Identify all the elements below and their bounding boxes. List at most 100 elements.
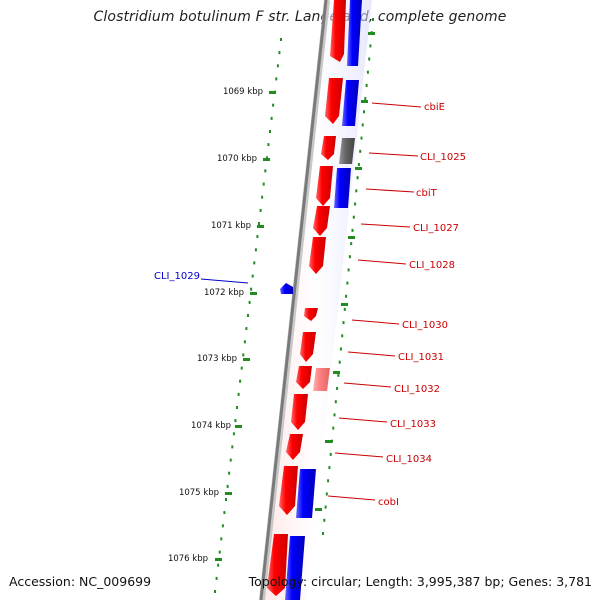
- gc-dot: [346, 281, 349, 285]
- gc-dot: [351, 228, 354, 232]
- gc-dot: [333, 413, 336, 417]
- gc-dot: [242, 353, 245, 357]
- gc-dot: [359, 149, 362, 153]
- tick-label-1076: 1076 kbp: [168, 554, 208, 564]
- gc-dot: [254, 248, 257, 252]
- gc-dot: [276, 64, 279, 68]
- gc-dot: [334, 400, 337, 404]
- gene-cli1031: [300, 332, 316, 362]
- right-ruler-ticks: [315, 32, 375, 511]
- label-cli1031: CLI_1031: [398, 352, 444, 363]
- gc-dot: [357, 163, 360, 166]
- gc-dot: [322, 532, 324, 535]
- gene-cli1027: [313, 206, 330, 236]
- gc-dot: [270, 116, 273, 120]
- gc-dot: [325, 492, 328, 496]
- gc-dot: [368, 57, 371, 61]
- ruler-ticks: 1069 kbp 1070 kbp 1071 kbp 1072 kbp 1073…: [168, 87, 276, 564]
- gc-dot: [327, 479, 330, 483]
- gc-dot: [365, 83, 368, 87]
- gc-dot: [217, 563, 220, 567]
- gc-dot: [229, 458, 232, 462]
- label-cobI: cobI: [378, 497, 399, 508]
- gc-dot: [328, 466, 331, 470]
- tick-1074: 1074 kbp: [191, 421, 242, 431]
- label-cli1029: CLI_1029: [154, 271, 200, 282]
- label-cli1034: CLI_1034: [386, 454, 432, 465]
- gc-dot: [253, 261, 256, 265]
- topology-summary: Topology: circular; Length: 3,995,387 bp…: [248, 574, 592, 589]
- gc-dot: [258, 222, 260, 225]
- gc-dot: [250, 287, 253, 291]
- tick-label-1074: 1074 kbp: [191, 421, 231, 431]
- tick-label-1072: 1072 kbp: [204, 288, 244, 298]
- gc-dot: [345, 294, 348, 298]
- gc-dot: [350, 242, 353, 246]
- gene-cli1034: [286, 434, 303, 460]
- gc-dot: [348, 255, 351, 259]
- map-title: Clostridium botulinum F str. Langeland, …: [93, 9, 507, 25]
- gc-dot: [251, 274, 254, 278]
- tick-label-1070: 1070 kbp: [217, 154, 257, 164]
- tick-1070: 1070 kbp: [217, 154, 270, 164]
- gene-cli1025: [321, 136, 355, 164]
- gc-dot: [265, 156, 268, 160]
- gene-cbiT: [316, 166, 351, 208]
- gene-top-1: [330, 0, 362, 66]
- accession-label: Accession: NC_009699: [9, 574, 152, 589]
- gc-dot: [343, 307, 346, 311]
- gc-dot: [226, 484, 229, 488]
- gc-skew-dots: [214, 18, 374, 593]
- gc-dot: [338, 360, 341, 364]
- gc-dot: [278, 51, 281, 55]
- gc-dot: [231, 445, 234, 449]
- gc-dot: [364, 97, 367, 101]
- gene-cobI: [279, 466, 316, 518]
- gene-cli1033: [291, 394, 308, 430]
- gc-dot: [240, 366, 243, 370]
- gc-dot: [261, 195, 264, 199]
- gc-dot: [352, 215, 355, 219]
- gc-dot: [218, 550, 221, 554]
- gc-dot: [262, 182, 265, 186]
- gc-dot: [347, 268, 350, 272]
- gc-dot: [259, 208, 262, 212]
- gc-dot: [360, 136, 363, 140]
- gc-dot: [355, 189, 358, 193]
- gene-cli1032: [296, 366, 330, 391]
- gene-leader-lines: [200, 102, 422, 501]
- gc-dot: [245, 327, 248, 331]
- gene-labels: cbiE CLI_1025 cbiT CLI_1027 CLI_1028 CLI…: [154, 102, 466, 508]
- gc-dot: [366, 70, 369, 74]
- gc-dot: [280, 38, 282, 41]
- tick-label-1075: 1075 kbp: [179, 488, 219, 498]
- gc-dot: [332, 426, 335, 430]
- label-cli1027: CLI_1027: [413, 223, 459, 234]
- gc-dot: [336, 387, 339, 390]
- dna-backbone: [259, 0, 330, 600]
- gc-dot: [234, 419, 237, 423]
- gc-dot: [239, 379, 242, 383]
- gene-cli1030: [304, 308, 318, 321]
- gc-dot: [372, 18, 374, 21]
- gc-dot: [369, 44, 372, 48]
- gc-dot: [329, 452, 332, 456]
- gc-dot: [264, 169, 267, 173]
- gene-cli1028: [309, 237, 326, 274]
- gc-dot: [256, 235, 259, 239]
- gene-arrows: [267, 0, 362, 600]
- gene-cli1029: [280, 283, 293, 294]
- gc-dot: [215, 576, 218, 580]
- gc-dot: [220, 537, 223, 541]
- gc-dot: [248, 300, 251, 304]
- gc-dot: [337, 373, 340, 377]
- gc-dot: [269, 130, 271, 133]
- gene-bottom-1: [267, 534, 305, 600]
- gc-dot: [225, 498, 227, 501]
- tick-1076: 1076 kbp: [168, 554, 222, 564]
- tick-1071: 1071 kbp: [211, 221, 264, 231]
- gc-dot: [341, 334, 344, 338]
- tick-1073: 1073 kbp: [197, 354, 250, 364]
- gc-dot: [272, 103, 275, 107]
